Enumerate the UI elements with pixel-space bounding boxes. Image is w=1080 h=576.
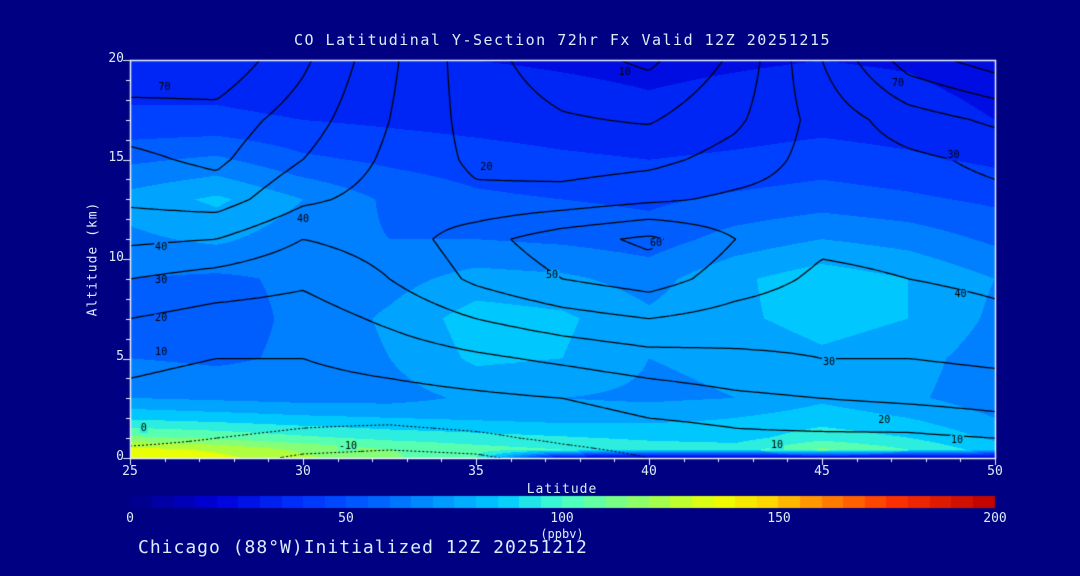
y-tick-label: 15 — [108, 150, 124, 165]
colorbar-units-label: (ppbv) — [540, 527, 584, 541]
colorbar-tick-label: 50 — [338, 511, 354, 526]
colorbar-tick-label: 200 — [983, 511, 1007, 526]
colorbar-tick-label: 0 — [126, 511, 134, 526]
x-tick-label: 25 — [122, 464, 138, 479]
x-tick-label: 50 — [987, 464, 1003, 479]
x-tick-label: 30 — [295, 464, 311, 479]
y-tick-label: 5 — [116, 349, 124, 364]
y-tick-label: 10 — [108, 250, 124, 265]
y-tick-label: 0 — [116, 449, 124, 464]
y-tick-label: 20 — [108, 51, 124, 66]
colorbar-tick-label: 100 — [550, 511, 574, 526]
chart-title: CO Latitudinal Y-Section 72hr Fx Valid 1… — [293, 31, 832, 49]
x-tick-label: 40 — [641, 464, 657, 479]
footer-annotation: Chicago (88°W)Initialized 12Z 20251212 — [138, 537, 588, 558]
colorbar-tick-label: 150 — [767, 511, 791, 526]
x-tick-label: 45 — [814, 464, 830, 479]
x-tick-label: 35 — [468, 464, 484, 479]
x-axis-label: Latitude — [526, 482, 598, 497]
